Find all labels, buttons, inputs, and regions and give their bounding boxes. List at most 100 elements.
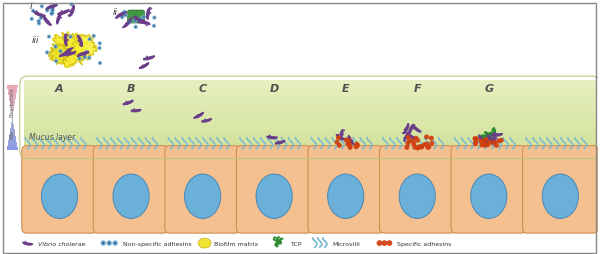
Bar: [24, 147, 596, 149]
Polygon shape: [72, 35, 97, 61]
FancyBboxPatch shape: [308, 146, 383, 233]
Circle shape: [494, 144, 498, 148]
Polygon shape: [138, 22, 150, 25]
Bar: [24, 146, 596, 148]
Bar: [24, 90, 596, 92]
Ellipse shape: [471, 174, 507, 219]
FancyBboxPatch shape: [523, 146, 598, 233]
Bar: [24, 105, 596, 107]
Bar: [8, 142, 17, 143]
Circle shape: [493, 141, 497, 145]
Ellipse shape: [256, 174, 292, 219]
Circle shape: [99, 48, 100, 49]
Circle shape: [500, 139, 503, 142]
Bar: [11, 107, 14, 108]
Circle shape: [425, 136, 428, 139]
Circle shape: [427, 146, 431, 149]
Circle shape: [30, 18, 33, 21]
Bar: [9, 137, 16, 138]
Circle shape: [406, 142, 410, 146]
Circle shape: [32, 10, 35, 13]
Bar: [10, 131, 14, 132]
Circle shape: [484, 138, 488, 142]
Circle shape: [47, 36, 50, 39]
Circle shape: [408, 139, 412, 143]
Bar: [24, 119, 596, 120]
Bar: [24, 134, 596, 135]
Circle shape: [88, 57, 91, 60]
Polygon shape: [409, 125, 413, 135]
Bar: [8, 90, 17, 91]
Circle shape: [93, 36, 94, 37]
Circle shape: [135, 27, 136, 28]
Polygon shape: [56, 14, 62, 25]
Bar: [11, 113, 13, 114]
Circle shape: [113, 241, 118, 245]
Circle shape: [88, 38, 91, 41]
Circle shape: [133, 20, 136, 23]
Polygon shape: [348, 136, 354, 145]
Circle shape: [142, 16, 145, 19]
Bar: [8, 96, 16, 97]
Circle shape: [355, 143, 359, 147]
Bar: [24, 107, 596, 109]
Circle shape: [40, 17, 43, 20]
Bar: [24, 95, 596, 97]
Circle shape: [125, 15, 126, 17]
Bar: [24, 152, 596, 154]
Polygon shape: [202, 119, 211, 122]
Circle shape: [143, 17, 145, 18]
Bar: [24, 104, 596, 105]
Polygon shape: [64, 35, 67, 47]
Circle shape: [84, 57, 85, 58]
Bar: [24, 100, 596, 102]
Polygon shape: [43, 17, 52, 26]
Circle shape: [349, 146, 352, 150]
Circle shape: [480, 144, 484, 147]
Bar: [7, 88, 17, 89]
Circle shape: [139, 18, 142, 21]
Bar: [10, 104, 14, 105]
Polygon shape: [139, 63, 149, 69]
FancyBboxPatch shape: [22, 146, 97, 233]
Polygon shape: [34, 12, 45, 17]
Bar: [24, 106, 596, 108]
Bar: [24, 82, 596, 83]
Bar: [8, 143, 17, 144]
Ellipse shape: [113, 174, 149, 219]
Circle shape: [474, 141, 478, 145]
Bar: [24, 120, 596, 122]
Text: B: B: [127, 84, 136, 94]
Polygon shape: [70, 6, 74, 17]
Circle shape: [140, 19, 141, 20]
Polygon shape: [64, 49, 73, 57]
Circle shape: [134, 26, 137, 29]
Bar: [24, 122, 596, 124]
Circle shape: [474, 138, 478, 141]
Circle shape: [55, 60, 58, 63]
Circle shape: [124, 14, 127, 18]
Bar: [10, 105, 14, 106]
Circle shape: [38, 22, 39, 23]
Bar: [24, 121, 596, 123]
Bar: [24, 136, 596, 138]
Bar: [24, 80, 596, 82]
Circle shape: [86, 52, 87, 53]
Circle shape: [99, 44, 100, 45]
Circle shape: [83, 56, 86, 59]
Circle shape: [92, 35, 95, 38]
Bar: [10, 134, 15, 135]
Bar: [24, 86, 596, 88]
Bar: [24, 94, 596, 96]
Polygon shape: [479, 135, 486, 144]
Bar: [11, 124, 14, 125]
Bar: [24, 99, 596, 101]
Ellipse shape: [542, 174, 578, 219]
Bar: [10, 129, 14, 130]
Bar: [7, 86, 18, 87]
Bar: [8, 93, 17, 94]
Polygon shape: [58, 10, 69, 15]
Circle shape: [103, 242, 104, 244]
Bar: [10, 133, 15, 134]
Polygon shape: [59, 53, 71, 57]
